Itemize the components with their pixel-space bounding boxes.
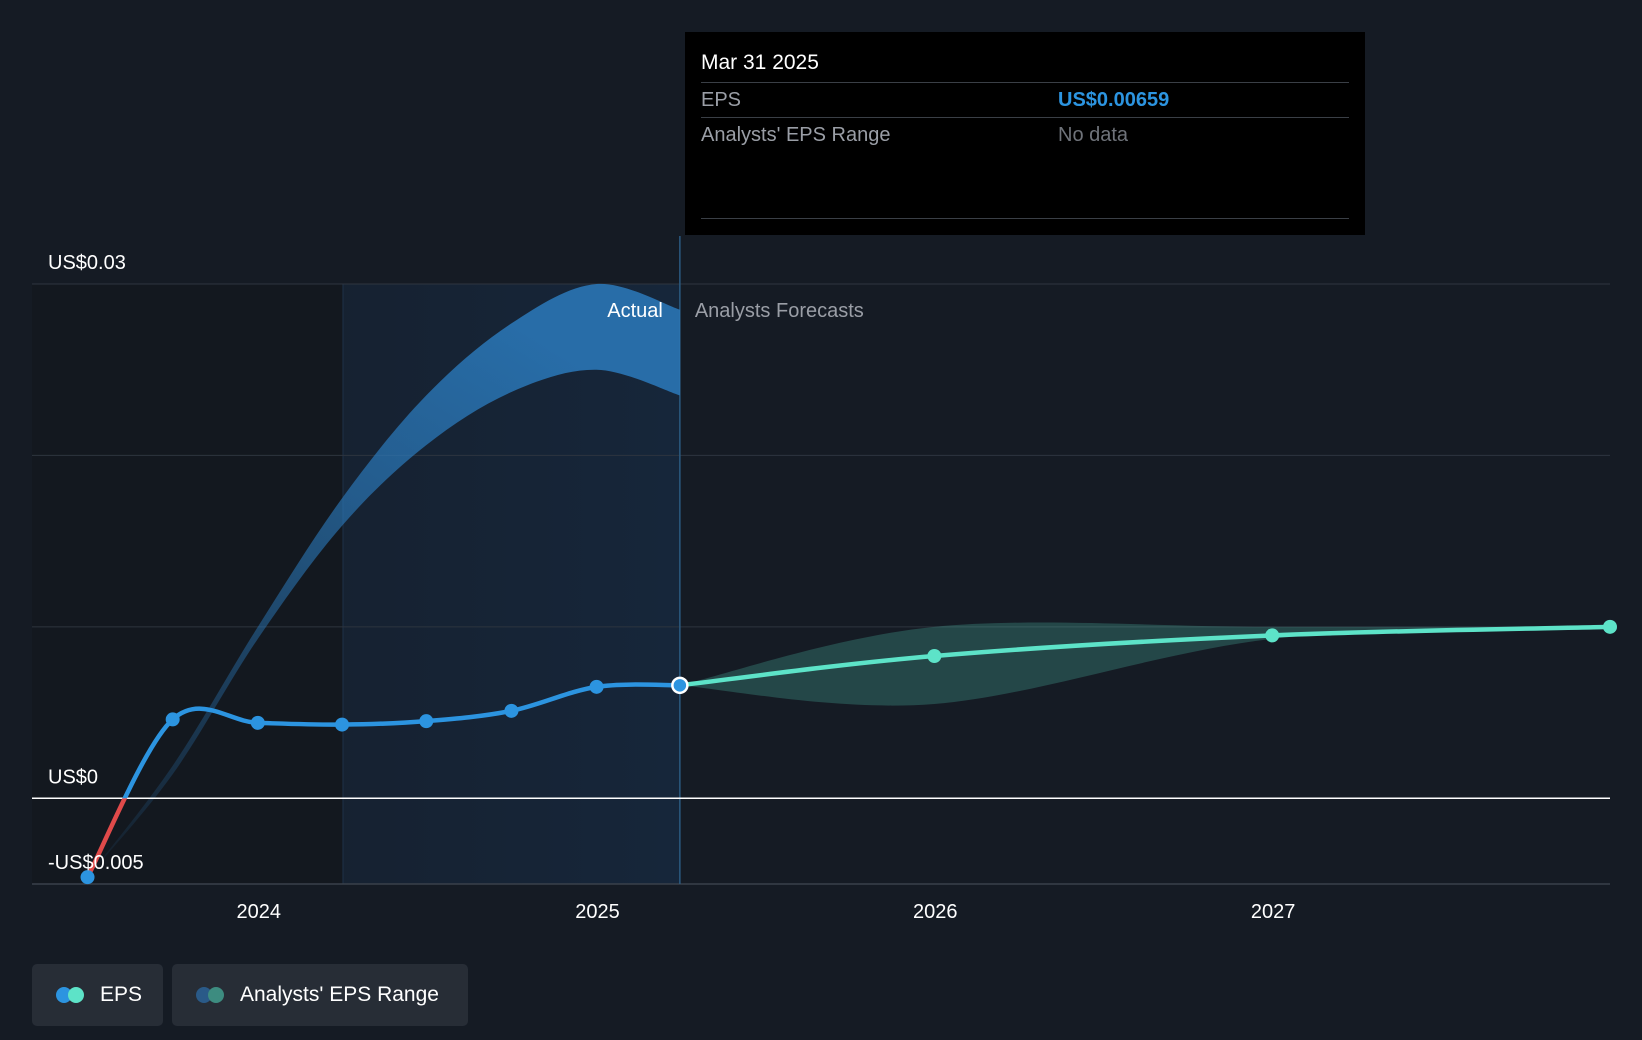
x-tick-label: 2025 (575, 901, 620, 923)
eps-actual-point (165, 712, 180, 727)
y-tick-label: US$0 (48, 766, 98, 788)
eps-forecast-point (1603, 619, 1617, 634)
eps-actual-point (335, 717, 350, 732)
tooltip-date: Mar 31 2025 (701, 48, 1349, 83)
legend-range-label: Analysts' EPS Range (240, 983, 439, 1006)
x-tick-label: 2024 (237, 901, 282, 923)
y-tick-label: -US$0.005 (48, 852, 144, 874)
tooltip-row-range: Analysts' EPS Range No data (701, 118, 1349, 152)
eps-actual-point (250, 715, 265, 730)
eps-actual-point (419, 714, 434, 729)
tooltip-divider (701, 218, 1349, 219)
tooltip-row-eps: EPS US$0.00659 (701, 83, 1349, 118)
legend-eps-label: EPS (100, 983, 143, 1006)
x-tick-label: 2027 (1251, 901, 1296, 923)
eps-forecast-line (679, 624, 1611, 688)
tooltip-range-label: Analysts' EPS Range (701, 124, 891, 146)
y-tick-label: US$0.03 (48, 252, 126, 274)
legend-eps-button[interactable]: EPS (32, 964, 163, 1026)
forecast-eps-range-band (679, 622, 1610, 706)
forecast-section-label: Analysts Forecasts (695, 300, 864, 322)
legend-eps-dot-forecast (68, 987, 84, 1003)
tooltip-eps-value: US$0.00659 (1058, 89, 1170, 111)
eps-actual-point (504, 703, 519, 718)
past-shade-region (32, 284, 343, 884)
legend-range-swatch (196, 987, 226, 1003)
eps-actual-point (589, 679, 604, 694)
past-eps-range-band (87, 283, 680, 878)
eps-forecast-point (927, 649, 942, 663)
eps-current-point (671, 676, 689, 695)
tooltip: Mar 31 2025 EPS US$0.00659 Analysts' EPS… (685, 32, 1365, 235)
legend-eps-swatch (56, 987, 86, 1003)
eps-actual-point (80, 870, 95, 885)
legend-range-button[interactable]: Analysts' EPS Range (172, 964, 468, 1026)
tooltip-eps-label: EPS (701, 89, 742, 111)
tooltip-range-value: No data (1058, 124, 1129, 146)
x-tick-label: 2026 (913, 901, 958, 923)
legend-range-dot-forecast (208, 987, 224, 1003)
actual-section-label: Actual (607, 300, 663, 322)
eps-forecast-point (1265, 628, 1280, 643)
